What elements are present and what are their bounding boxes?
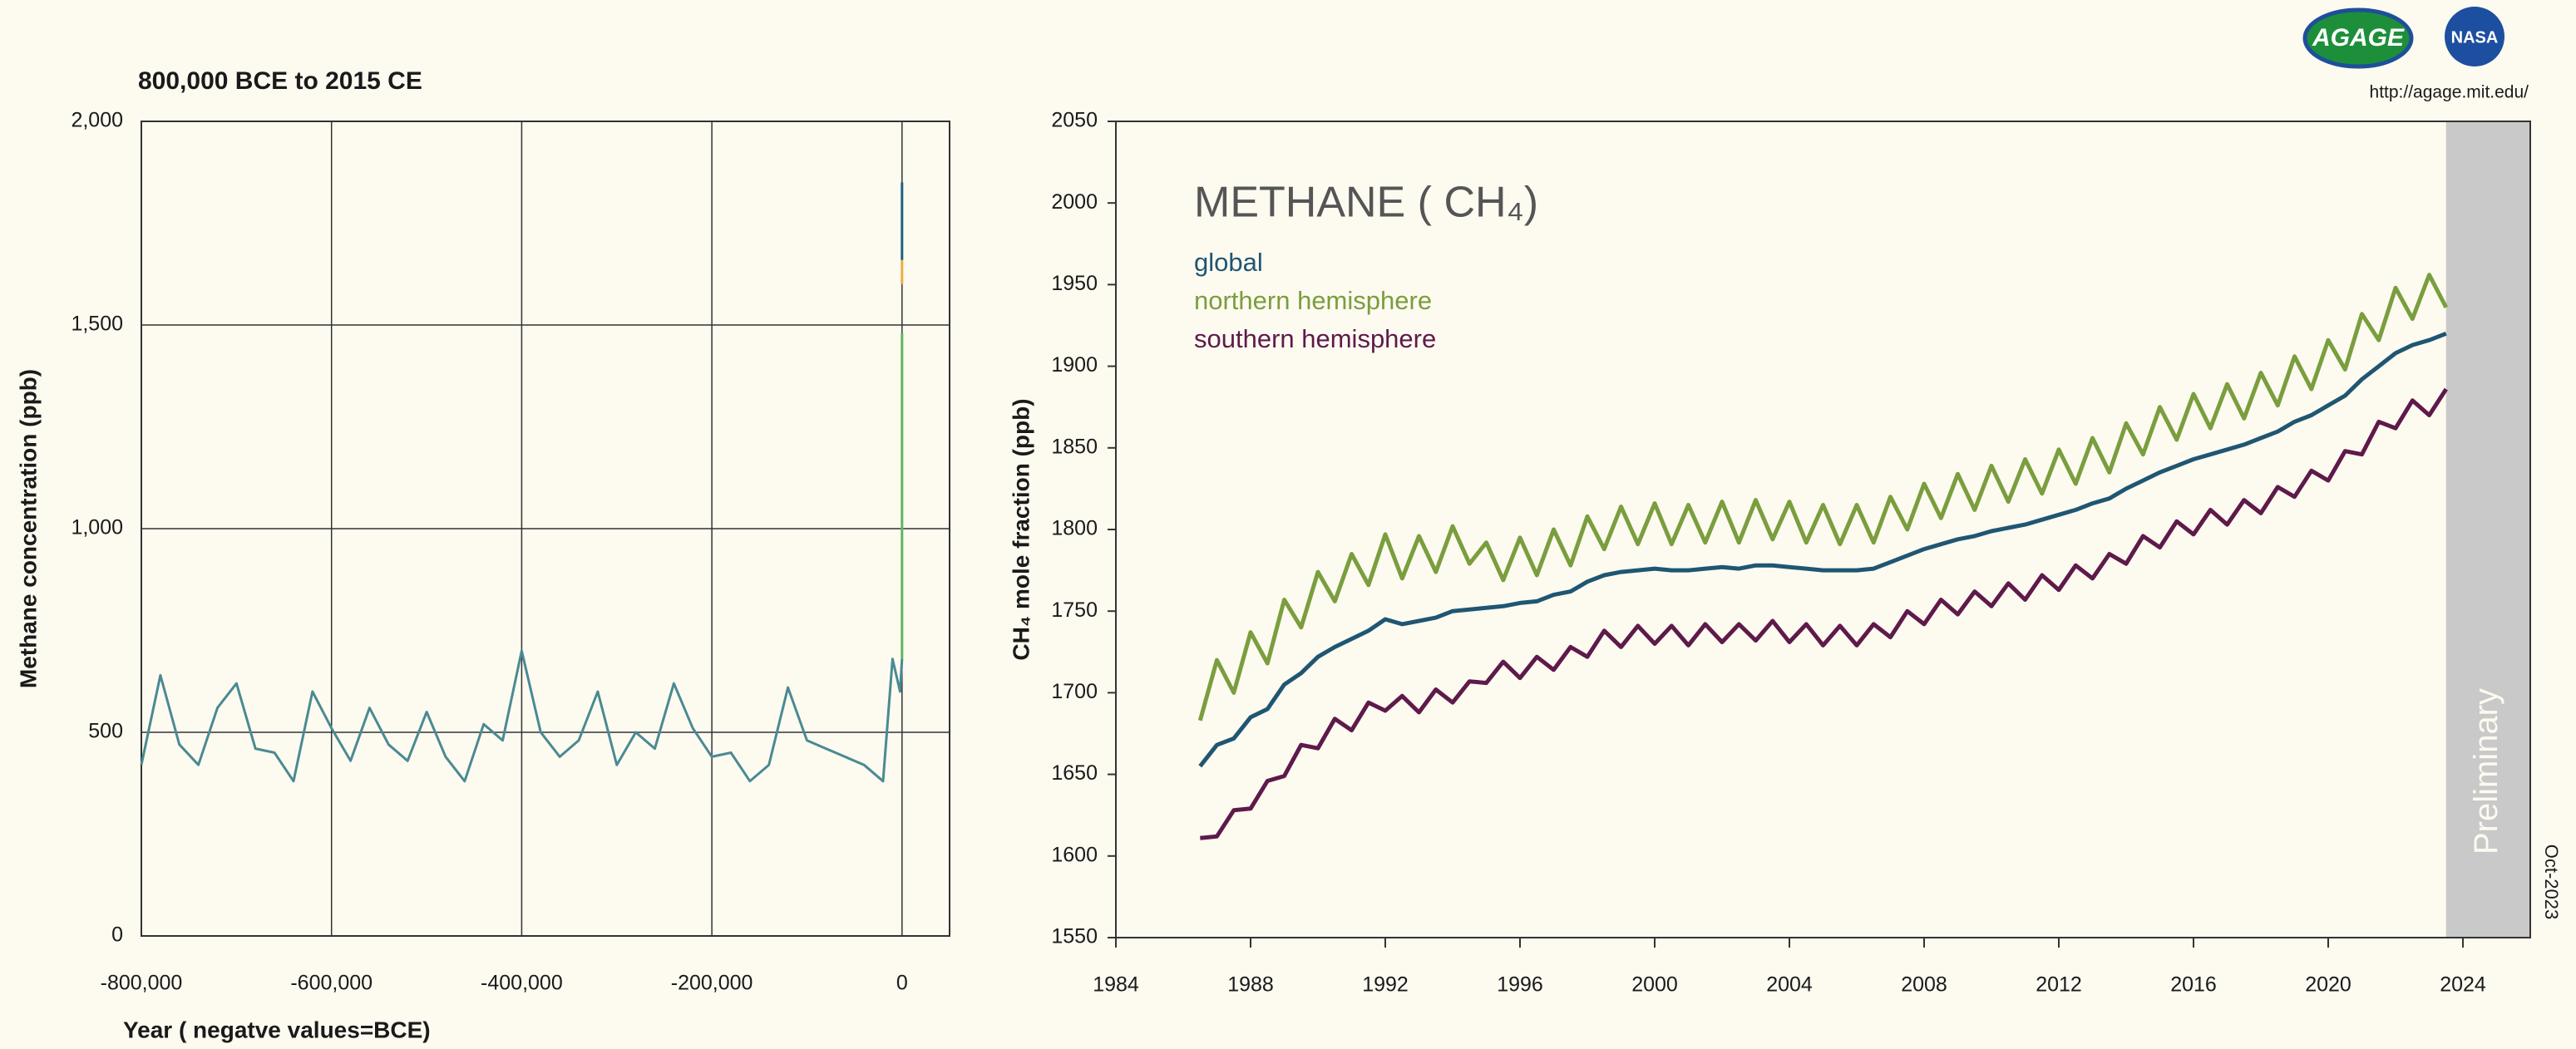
shaded-label: Preliminary — [2468, 688, 2504, 854]
source-url: http://agage.mit.edu/ — [2370, 83, 2529, 102]
x-tick-label: -200,000 — [671, 972, 753, 995]
x-tick-label: -600,000 — [290, 972, 373, 995]
plot-frame — [1115, 121, 2531, 938]
x-tick-label: 1996 — [1497, 973, 1543, 997]
y-tick-label: 1900 — [1051, 353, 1098, 377]
shaded-region — [2445, 121, 2530, 938]
data-line — [1197, 273, 2449, 721]
y-axis-label: CH₄ mole fraction (ppb) — [1008, 398, 1034, 660]
y-tick-label: 500 — [88, 720, 123, 743]
y-tick-label: 1700 — [1051, 680, 1098, 703]
y-tick-label: 2000 — [1051, 190, 1098, 214]
x-tick-label: 2004 — [1766, 973, 1813, 997]
date-note: Oct-2023 — [2541, 845, 2562, 920]
x-tick-label: 1984 — [1093, 973, 1139, 997]
x-tick-label: 2000 — [1631, 973, 1678, 997]
agage-logo-text: AGAGE — [2312, 24, 2405, 52]
legend-entry: northern hemisphere — [1194, 286, 1432, 315]
legend-entry: southern hemisphere — [1194, 324, 1436, 353]
y-tick-label: 2050 — [1051, 109, 1098, 132]
y-tick-label: 1,500 — [71, 313, 123, 336]
y-tick-label: 1650 — [1051, 761, 1098, 785]
x-axis-label: Year ( negatve values=BCE) — [123, 1017, 431, 1042]
y-tick-label: 2,000 — [71, 109, 123, 132]
nasa-logo-text: NASA — [2451, 28, 2499, 47]
data-line — [1198, 331, 2447, 768]
y-axis-label: Methane concentration (ppb) — [15, 369, 41, 688]
chart-title: METHANE ( CH₄) — [1194, 179, 1538, 227]
x-tick-label: -800,000 — [101, 972, 183, 995]
y-tick-label: 1750 — [1051, 598, 1098, 622]
x-tick-label: 0 — [896, 972, 908, 995]
x-tick-label: 2008 — [1901, 973, 1947, 997]
x-tick-label: 1988 — [1227, 973, 1274, 997]
agage-logo — [2302, 7, 2414, 69]
y-tick-label: 1950 — [1051, 272, 1098, 295]
x-tick-label: 2024 — [2440, 973, 2486, 997]
nasa-logo — [2445, 7, 2504, 66]
x-tick-label: 2020 — [2305, 973, 2351, 997]
y-tick-label: 0 — [111, 923, 123, 947]
y-tick-label: 1800 — [1051, 517, 1098, 540]
y-tick-label: 1600 — [1051, 843, 1098, 866]
chart-title: 800,000 BCE to 2015 CE — [138, 67, 422, 95]
y-tick-label: 1550 — [1051, 925, 1098, 948]
x-tick-label: 2012 — [2036, 973, 2082, 997]
x-tick-label: 2016 — [2170, 973, 2217, 997]
y-tick-label: 1,000 — [71, 516, 123, 539]
y-tick-label: 1850 — [1051, 435, 1098, 458]
data-line — [1200, 387, 2448, 840]
data-line — [140, 649, 904, 783]
legend-entry: global — [1194, 248, 1263, 277]
x-tick-label: -400,000 — [481, 972, 563, 995]
x-tick-label: 1992 — [1362, 973, 1409, 997]
